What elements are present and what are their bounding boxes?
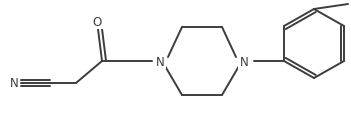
Text: N: N <box>155 55 164 68</box>
Text: O: O <box>92 15 102 28</box>
Text: N: N <box>9 77 18 90</box>
Text: N: N <box>240 55 249 68</box>
